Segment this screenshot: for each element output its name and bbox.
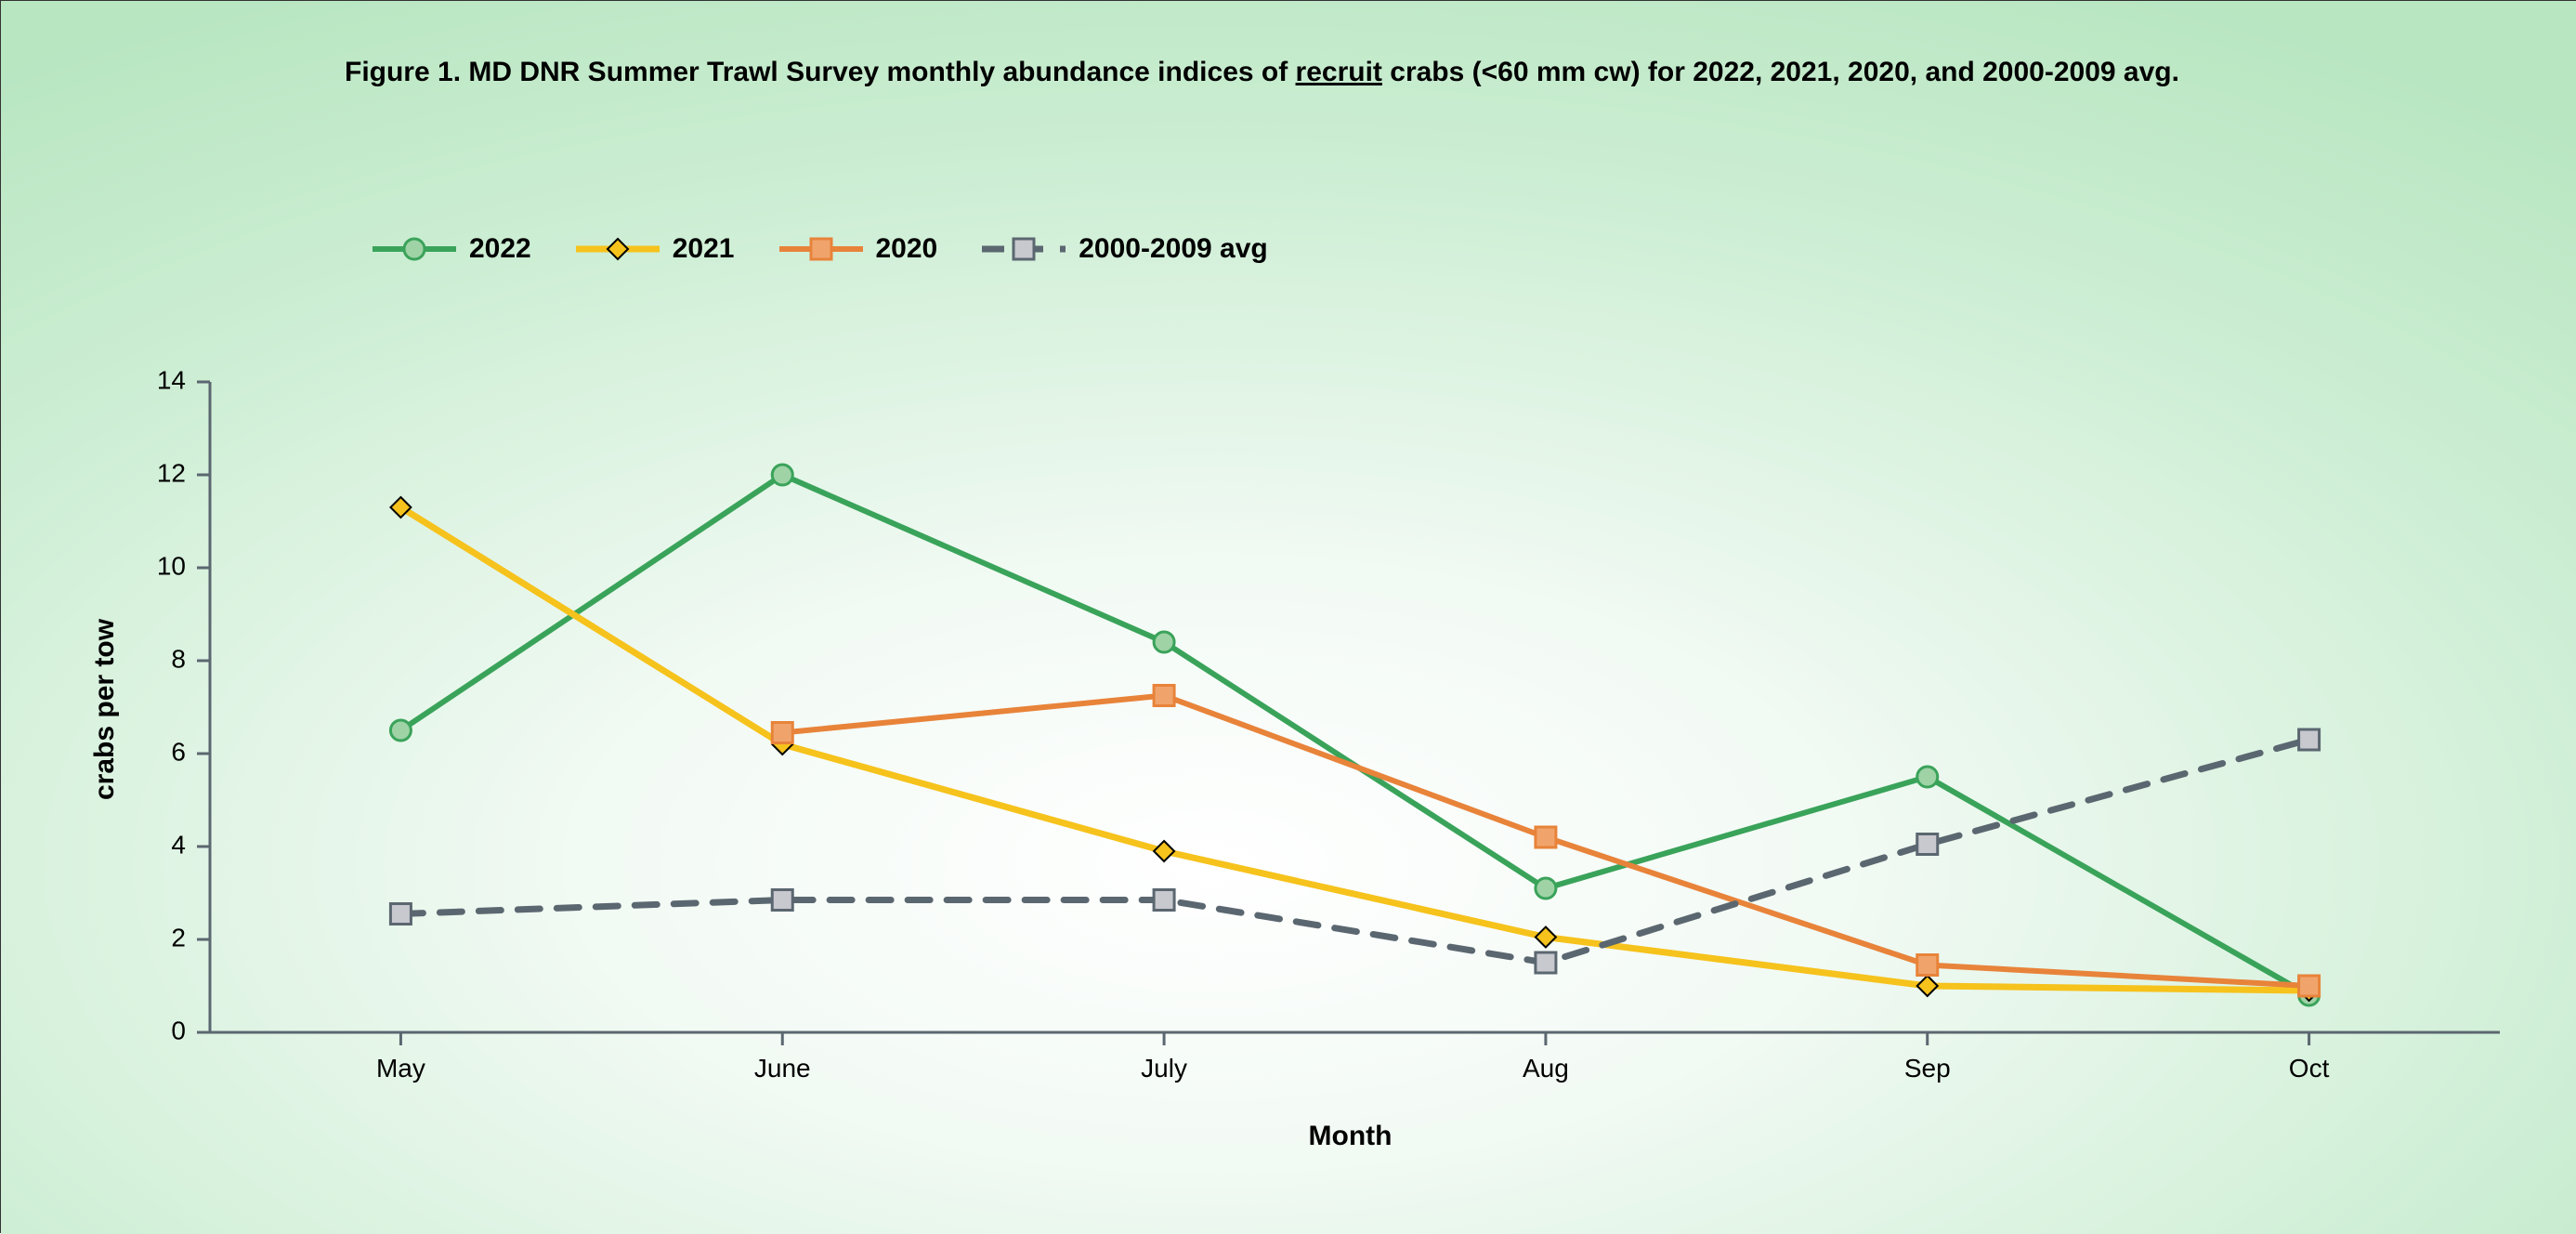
x-axis-label: Month — [1309, 1121, 1393, 1152]
y-tick-label: 14 — [157, 365, 186, 394]
series-marker-s2020 — [1154, 686, 1174, 706]
x-tick-label: June — [754, 1054, 811, 1083]
y-tick-label: 2 — [171, 923, 186, 952]
series-marker-s2020 — [772, 723, 792, 743]
y-tick-label: 6 — [171, 737, 186, 766]
x-tick-label: Sep — [1904, 1054, 1951, 1083]
x-tick-label: Aug — [1523, 1054, 1569, 1083]
series-marker-savg — [2299, 729, 2320, 750]
series-marker-savg — [1536, 952, 1556, 973]
series-marker-s2020 — [1917, 955, 1938, 976]
plot-area: 0 2 4 6 8 10 12 14 May June July Aug Sep Oct — [1, 1, 2576, 1234]
series-line-savg — [400, 740, 2308, 963]
y-tick-label: 12 — [157, 458, 186, 487]
series-marker-s2020 — [2299, 976, 2320, 996]
y-tick-label: 10 — [157, 551, 186, 580]
series-marker-s2021 — [1154, 841, 1174, 861]
series-marker-savg — [390, 904, 411, 925]
series-line-s2022 — [400, 475, 2308, 995]
series-marker-savg — [1917, 834, 1938, 855]
series-line-s2021 — [400, 507, 2308, 991]
series-marker-s2021 — [1917, 976, 1938, 996]
series-marker-s2022 — [772, 465, 792, 485]
series-marker-s2021 — [1536, 927, 1556, 948]
x-tick-label: July — [1141, 1054, 1187, 1083]
series-marker-savg — [772, 890, 792, 911]
series-marker-s2022 — [390, 720, 411, 741]
series-marker-s2022 — [1154, 632, 1174, 652]
y-tick-label: 0 — [171, 1016, 186, 1044]
series-marker-savg — [1154, 890, 1174, 911]
chart-container: Figure 1. MD DNR Summer Trawl Survey mon… — [0, 0, 2576, 1233]
x-tick-label: May — [376, 1054, 425, 1083]
series-marker-s2022 — [1536, 878, 1556, 899]
y-tick-label: 4 — [171, 830, 186, 859]
series-marker-s2020 — [1536, 827, 1556, 847]
y-tick-label: 8 — [171, 644, 186, 673]
x-tick-label: Oct — [2289, 1054, 2330, 1083]
series-marker-s2022 — [1917, 767, 1938, 787]
y-axis-label: crabs per tow — [89, 619, 121, 800]
